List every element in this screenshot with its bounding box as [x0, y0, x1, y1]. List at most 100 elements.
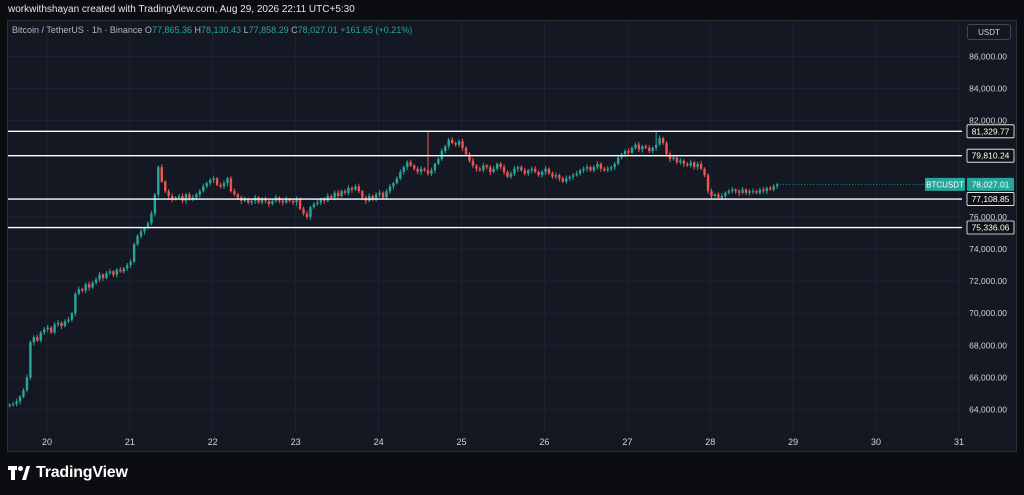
- candle-body: [665, 143, 668, 155]
- candle-body: [177, 195, 181, 198]
- candle-body: [482, 165, 485, 171]
- open-value: 77,865.36: [151, 25, 192, 35]
- candle-body: [689, 162, 692, 166]
- candle-body: [395, 178, 399, 184]
- candle-body: [495, 163, 499, 169]
- candle-body: [122, 268, 125, 272]
- candle-body: [464, 147, 468, 155]
- candle-body: [661, 138, 665, 144]
- candle-body: [188, 194, 191, 200]
- candle-body: [613, 163, 616, 168]
- candle-body: [167, 191, 170, 196]
- candle-body: [513, 168, 516, 174]
- close-label: C: [291, 25, 298, 35]
- candle-body: [129, 261, 132, 266]
- candle-body: [699, 163, 703, 169]
- candle-body: [288, 199, 291, 201]
- candle-body: [720, 195, 724, 198]
- candle-body: [547, 168, 551, 174]
- candle-body: [419, 168, 423, 172]
- level-price-label: 79,810.24: [972, 151, 1010, 161]
- candle-body: [447, 139, 450, 147]
- y-tick-label: 66,000.00: [969, 372, 1007, 382]
- candle-body: [416, 168, 419, 172]
- y-tick-label: 76,000.00: [969, 212, 1007, 222]
- candle-body: [762, 189, 765, 192]
- candle-body: [87, 284, 91, 288]
- tradingview-logo[interactable]: TradingView: [8, 463, 128, 483]
- level-price-tag: [966, 192, 1015, 206]
- candle-body: [423, 168, 426, 171]
- chart-panel[interactable]: [7, 20, 1017, 452]
- close-value: 78,027.01: [297, 25, 338, 35]
- candle-body: [426, 170, 430, 174]
- candle-body: [630, 147, 634, 153]
- candle-body: [561, 178, 565, 182]
- candle-body: [610, 167, 613, 169]
- candle-body: [302, 208, 305, 214]
- candle-body: [755, 191, 758, 193]
- candle-body: [74, 293, 77, 314]
- x-tick-label: 24: [374, 437, 384, 447]
- candle-body: [247, 199, 250, 203]
- candle-body: [347, 187, 350, 193]
- currency-button[interactable]: USDT: [967, 24, 1011, 40]
- candle-body: [257, 197, 260, 203]
- candle-body: [226, 178, 229, 184]
- candle-body: [202, 186, 205, 192]
- candle-body: [551, 173, 554, 177]
- candle-body: [267, 200, 271, 205]
- candle-body: [229, 178, 233, 192]
- candle-body: [336, 192, 340, 196]
- candle-body: [565, 178, 568, 182]
- candle-body: [343, 191, 347, 193]
- candle-body: [381, 192, 385, 198]
- candle-body: [60, 322, 63, 327]
- candle-body: [727, 191, 730, 193]
- candle-body: [637, 144, 641, 150]
- candle-body: [589, 167, 592, 171]
- candle-body: [596, 163, 599, 168]
- candle-body: [184, 194, 188, 201]
- candle-body: [686, 163, 689, 166]
- x-tick-label: 28: [705, 437, 715, 447]
- candle-body: [475, 165, 478, 169]
- candle-body: [32, 337, 36, 343]
- candle-body: [77, 289, 81, 294]
- x-tick-label: 27: [622, 437, 632, 447]
- candle-body: [98, 274, 101, 280]
- candle-body: [11, 403, 15, 405]
- candle-body: [603, 168, 606, 171]
- candle-body: [388, 186, 392, 192]
- candle-body: [354, 186, 357, 190]
- tradingview-brand: TradingView: [36, 464, 128, 481]
- candle-body: [70, 313, 74, 320]
- candle-body: [56, 322, 60, 325]
- candle-body: [281, 200, 284, 203]
- candle-body: [91, 282, 94, 288]
- symbol-tag-label: BTCUSDT: [926, 180, 964, 189]
- candle-body: [323, 199, 326, 201]
- candle-body: [312, 204, 316, 208]
- candle-body: [119, 269, 122, 272]
- candle-body: [713, 194, 717, 196]
- candle-body: [499, 163, 502, 168]
- candle-body: [291, 200, 295, 203]
- candle-body: [468, 154, 471, 161]
- candle-body: [132, 244, 136, 262]
- symbol-tag: [925, 177, 965, 191]
- candle-body: [571, 175, 575, 177]
- candle-body: [94, 279, 98, 283]
- candle-body: [236, 194, 240, 198]
- candle-body: [634, 144, 637, 148]
- candle-body: [533, 168, 537, 172]
- candle-body: [157, 167, 160, 195]
- candle-body: [208, 179, 212, 184]
- candle-body: [309, 207, 312, 217]
- candle-body: [582, 168, 585, 171]
- candle-body: [361, 191, 364, 198]
- candle-body: [215, 178, 219, 185]
- candle-body: [558, 175, 561, 179]
- candle-body: [679, 160, 682, 163]
